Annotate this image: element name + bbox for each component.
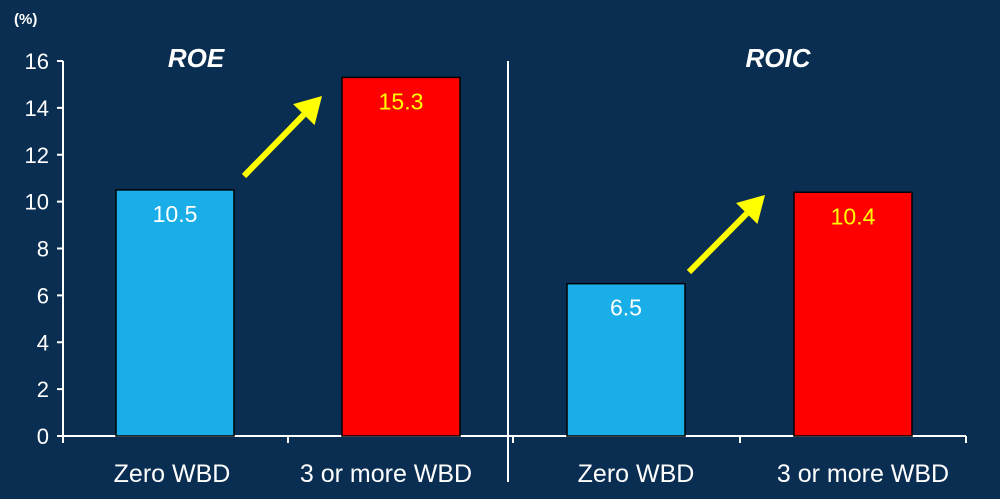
y-tick-label: 14 <box>25 96 49 121</box>
trend-arrow-head <box>736 195 765 225</box>
panel-roe: ROE 10.5 Zero WBD 15.3 3 or more WBD <box>114 43 472 488</box>
bar-value-label: 10.4 <box>831 203 876 229</box>
y-unit-label: (%) <box>14 11 37 28</box>
y-tick-label: 16 <box>25 49 49 74</box>
bar-value-label: 10.5 <box>153 201 198 227</box>
panel-title: ROE <box>168 43 225 73</box>
panels: ROE 10.5 Zero WBD 15.3 3 or more WBD ROIC 6.5 Z… <box>114 43 949 488</box>
bar <box>793 191 913 437</box>
bar-value-label: 15.3 <box>379 88 424 114</box>
category-label: Zero WBD <box>114 460 231 488</box>
category-label: 3 or more WBD <box>777 460 949 488</box>
y-tick-label: 8 <box>37 237 49 262</box>
bar <box>566 282 686 437</box>
y-ticks: 0 2 4 6 8 10 12 14 16 <box>25 49 967 449</box>
panel-roic: ROIC 6.5 Zero WBD 10.4 3 or more WBD <box>566 43 949 488</box>
y-tick-label: 10 <box>25 190 49 215</box>
bar-value-label: 6.5 <box>610 295 642 321</box>
y-tick-label: 6 <box>37 283 49 308</box>
category-label: Zero WBD <box>578 460 695 488</box>
panel-title: ROIC <box>746 43 812 73</box>
trend-arrow-shaft <box>686 211 749 275</box>
trend-arrow-head <box>293 96 322 126</box>
y-tick-label: 0 <box>37 424 49 449</box>
category-label: 3 or more WBD <box>300 460 472 488</box>
bar <box>341 76 461 437</box>
y-tick-label: 12 <box>25 143 49 168</box>
trend-arrow-shaft <box>241 112 306 179</box>
y-tick-label: 4 <box>37 330 49 355</box>
bar <box>115 189 235 437</box>
y-tick-label: 2 <box>37 377 49 402</box>
